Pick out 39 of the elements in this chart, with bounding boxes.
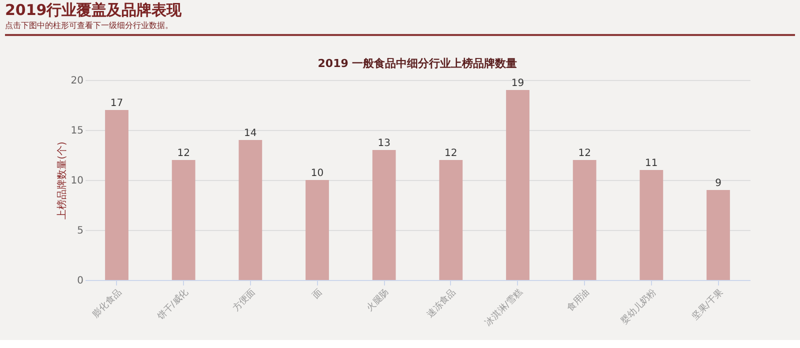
text: 点击下图中的柱形可查看下一级细分行业数据。 bbox=[5, 21, 173, 30]
data-label: 12 bbox=[578, 148, 591, 159]
y-axis-title: 上榜品牌数量(个) bbox=[56, 142, 68, 220]
bar bbox=[306, 180, 329, 280]
x-tick-label: 饼干/威化 bbox=[154, 286, 191, 323]
x-tick-label: 膨化食品 bbox=[90, 286, 124, 320]
x-tick-label: 速冻食品 bbox=[424, 286, 458, 320]
x-tick-label: 冰淇淋/雪糕 bbox=[483, 286, 525, 329]
bar bbox=[172, 160, 196, 280]
y-tick-label: 15 bbox=[70, 126, 84, 136]
bar bbox=[372, 150, 396, 280]
y-tick-label: 0 bbox=[77, 276, 84, 286]
bar bbox=[105, 110, 128, 280]
bar bbox=[640, 170, 664, 280]
bar bbox=[506, 90, 530, 280]
data-label: 11 bbox=[645, 158, 658, 169]
data-label: 13 bbox=[378, 138, 390, 149]
x-tick-label: 婴幼儿奶粉 bbox=[618, 286, 658, 326]
x-tick-label: 食用油 bbox=[564, 286, 592, 314]
y-tick-label: 20 bbox=[70, 76, 84, 86]
bar bbox=[706, 190, 730, 280]
x-tick-label: 面 bbox=[310, 288, 324, 301]
y-tick-label: 10 bbox=[70, 176, 84, 186]
data-label: 19 bbox=[511, 78, 524, 89]
chart-title: 2019 一般食品中细分行业上榜品牌数量 bbox=[318, 57, 518, 70]
data-label: 14 bbox=[244, 128, 257, 139]
bar bbox=[238, 140, 262, 280]
data-label: 12 bbox=[177, 148, 190, 159]
x-tick-label: 火腿肠 bbox=[364, 286, 392, 314]
x-tick-label: 坚果/干果 bbox=[690, 286, 726, 322]
bar bbox=[572, 160, 596, 280]
y-tick-label: 5 bbox=[77, 226, 84, 236]
data-label: 9 bbox=[715, 178, 722, 189]
data-label: 10 bbox=[310, 168, 324, 179]
bar bbox=[439, 160, 463, 280]
data-label: 17 bbox=[110, 98, 124, 109]
x-tick-label: 方便面 bbox=[230, 286, 258, 314]
data-label: 12 bbox=[444, 148, 458, 159]
text: 2019行业覆盖及品牌表现 bbox=[5, 1, 183, 19]
